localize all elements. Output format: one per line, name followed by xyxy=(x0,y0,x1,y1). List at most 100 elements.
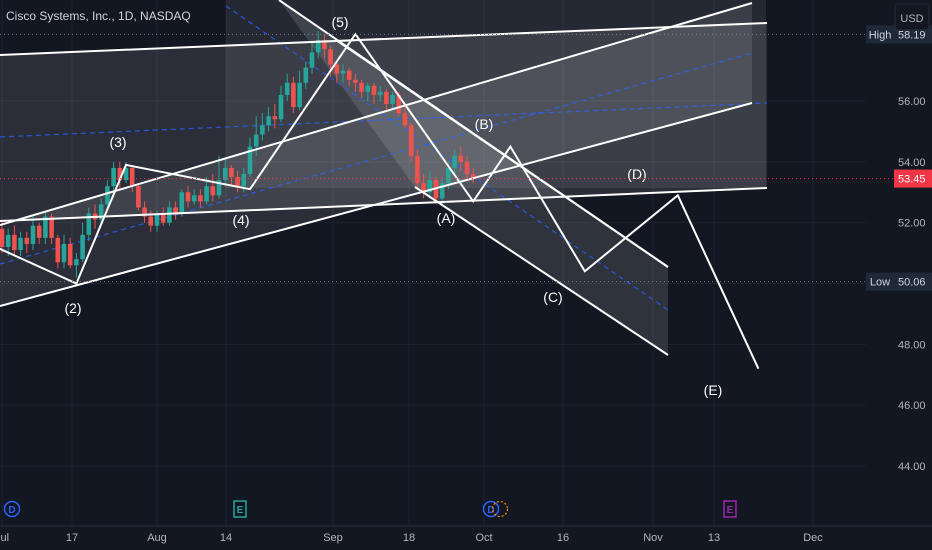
x-tick-label: Dec xyxy=(803,532,823,544)
candle xyxy=(142,201,147,223)
trend-line-2 xyxy=(0,187,768,222)
candle xyxy=(98,198,104,223)
x-tick-label: 14 xyxy=(220,532,232,544)
candle-body xyxy=(384,91,389,105)
candle xyxy=(61,234,67,269)
candle xyxy=(359,79,364,98)
candle-body xyxy=(210,186,216,196)
candle xyxy=(235,170,240,193)
candle xyxy=(266,107,271,132)
candle-body xyxy=(61,243,67,263)
trend-line-1 xyxy=(0,22,768,56)
candle-body xyxy=(377,91,383,95)
candle-body xyxy=(86,213,92,235)
x-tick-label: Jul xyxy=(0,532,9,544)
wave-path xyxy=(0,32,760,370)
low-value-bg xyxy=(894,272,932,291)
candle-body xyxy=(55,237,61,263)
candle-body xyxy=(216,180,222,196)
candle-body xyxy=(136,186,141,208)
candle-body xyxy=(260,125,265,135)
candle-body xyxy=(24,237,30,244)
currency-button-bg[interactable] xyxy=(894,3,930,31)
x-tick-label: Nov xyxy=(643,532,663,544)
candle xyxy=(334,61,340,83)
candle xyxy=(470,167,476,184)
candle xyxy=(346,67,352,86)
candle xyxy=(309,43,315,74)
candle-body xyxy=(446,167,451,184)
candle-body xyxy=(303,67,309,83)
candle xyxy=(464,155,470,181)
currency-button[interactable]: USD xyxy=(894,3,930,31)
candle xyxy=(36,222,42,244)
candle-body xyxy=(222,167,228,181)
candle xyxy=(284,73,290,101)
candle xyxy=(452,149,457,174)
candle xyxy=(111,161,116,193)
candle-body xyxy=(198,195,203,202)
high-label-bg xyxy=(866,25,894,44)
candle-body xyxy=(36,225,42,238)
candle xyxy=(74,253,79,278)
wave-label: (B) xyxy=(475,116,494,132)
candle xyxy=(353,73,358,92)
candle xyxy=(408,122,414,162)
candle xyxy=(415,149,420,190)
candle-body xyxy=(346,70,352,80)
candle-body xyxy=(371,85,377,95)
candle-body xyxy=(452,155,457,168)
candle-body xyxy=(129,167,135,187)
candle xyxy=(272,104,278,129)
wave-label: (A) xyxy=(437,210,456,226)
candle-body xyxy=(365,85,371,92)
candle-body xyxy=(439,183,445,199)
candle-body xyxy=(160,213,166,223)
currency-label[interactable]: USD xyxy=(900,13,923,25)
y-tick-label: 44.00 xyxy=(898,461,926,473)
event-marker[interactable]: D xyxy=(482,500,500,518)
event-marker[interactable]: D xyxy=(3,500,21,518)
rising-channel-band xyxy=(0,3,752,306)
candle xyxy=(371,82,377,105)
candle xyxy=(173,201,178,220)
candle xyxy=(136,183,141,211)
elliott-wave-path xyxy=(0,32,760,370)
event-marker[interactable]: E xyxy=(723,500,737,518)
candle-body xyxy=(278,94,284,120)
candle-body xyxy=(291,82,296,108)
candle-body xyxy=(359,82,364,92)
candle xyxy=(340,64,346,83)
candle-body xyxy=(167,207,172,223)
wave-label: (E) xyxy=(704,382,723,398)
event-marker-label: E xyxy=(237,505,244,516)
candle xyxy=(322,34,327,59)
wave-labels: (2) (3) (4) (5) (A) (B) (C) (D) (E) xyxy=(64,14,722,398)
event-marker-label: E xyxy=(727,505,734,516)
candle-body xyxy=(253,134,259,147)
candle xyxy=(24,231,30,254)
dashed-midline-1 xyxy=(0,102,768,138)
candle-body xyxy=(148,216,154,226)
candle-body xyxy=(297,82,302,108)
candle xyxy=(105,180,110,211)
candle-body xyxy=(309,52,315,68)
event-marker-box xyxy=(723,500,737,518)
candle-body xyxy=(49,216,54,238)
candle-body xyxy=(5,234,11,247)
trend-lines xyxy=(0,0,768,356)
event-marker[interactable]: E xyxy=(233,500,247,518)
dashed-midline-2 xyxy=(0,52,753,265)
candle xyxy=(185,186,191,208)
candle xyxy=(216,155,222,199)
event-marker-circle xyxy=(3,500,21,518)
price-tags: High 58.19 Low 50.06 53.45 xyxy=(0,25,932,291)
candle-body xyxy=(328,49,333,65)
candle-body xyxy=(396,94,402,114)
last-price-value: 53.45 xyxy=(898,174,926,186)
candle xyxy=(198,189,203,208)
